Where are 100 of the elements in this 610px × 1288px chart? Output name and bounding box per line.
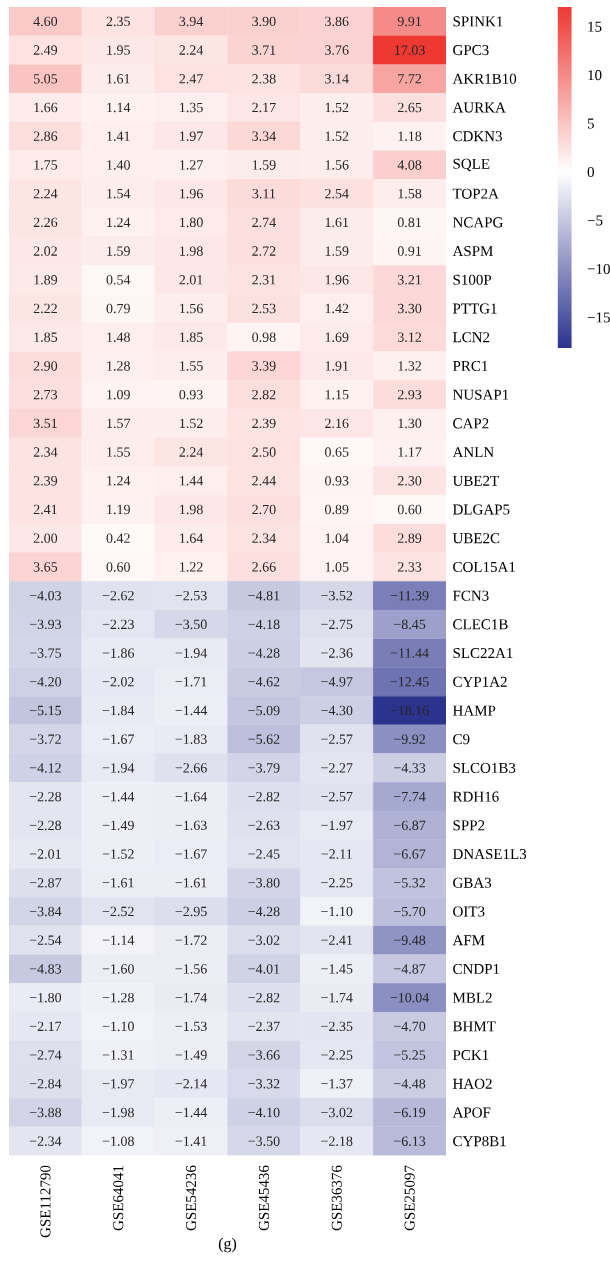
data-label: 1.17 <box>398 447 422 457</box>
x-tick-label: GSE25097 <box>404 1165 415 1231</box>
data-label: −2.74 <box>29 1050 62 1060</box>
data-label: −2.63 <box>248 820 280 831</box>
data-label: 1.80 <box>180 217 203 228</box>
data-label: −2.45 <box>248 849 280 859</box>
data-label: 4.60 <box>33 16 58 27</box>
data-label: 0.98 <box>252 332 276 342</box>
data-label: −2.87 <box>29 878 62 888</box>
data-label: 3.14 <box>325 74 349 84</box>
data-label: 1.42 <box>325 303 349 314</box>
data-label: −2.57 <box>321 791 353 802</box>
data-label: 1.24 <box>107 476 131 486</box>
data-label: −2.62 <box>102 590 134 601</box>
data-label: 3.65 <box>33 562 58 572</box>
y-tick-label: NCAPG <box>452 217 503 228</box>
data-label: 1.15 <box>325 389 349 400</box>
y-tick-label: FCN3 <box>452 590 489 601</box>
data-label: −1.14 <box>102 935 135 945</box>
data-label: 9.91 <box>397 16 421 27</box>
data-label: 0.81 <box>397 217 421 228</box>
data-label: 3.30 <box>398 303 422 314</box>
data-label: −2.25 <box>321 1050 353 1060</box>
data-label: −6.67 <box>394 849 426 859</box>
data-label: −3.80 <box>248 878 280 888</box>
data-label: −7.74 <box>394 791 426 802</box>
data-label: 2.44 <box>252 476 276 486</box>
y-tick-label: PRC1 <box>452 360 488 371</box>
data-label: −2.25 <box>321 878 353 888</box>
data-label: 1.48 <box>107 332 130 342</box>
y-tick-label: DLGAP5 <box>452 504 510 515</box>
y-tick-label: PCK1 <box>452 1050 489 1061</box>
data-label: −1.08 <box>102 1136 134 1146</box>
text: (g) <box>218 1237 237 1253</box>
y-tick-label: BHMT <box>452 1021 496 1032</box>
data-label: 1.22 <box>180 562 203 572</box>
data-label: −4.01 <box>248 964 280 974</box>
data-label: 2.33 <box>397 562 422 572</box>
data-label: 1.59 <box>325 246 349 256</box>
y-tick-label: CYP1A2 <box>453 676 507 687</box>
y-tick-label: TOP2A <box>452 188 499 199</box>
data-label: −1.52 <box>102 849 134 859</box>
data-label: −2.28 <box>29 820 62 831</box>
data-label: −5.70 <box>394 906 426 917</box>
data-label: −4.12 <box>29 763 61 773</box>
y-tick-label: UBE2C <box>452 533 500 544</box>
data-label: −1.67 <box>175 849 207 859</box>
data-label: 1.61 <box>325 217 349 228</box>
data-label: 3.51 <box>33 418 57 429</box>
data-label: 1.27 <box>180 160 203 170</box>
data-label: 2.53 <box>252 303 276 314</box>
data-label: −1.31 <box>102 1050 134 1060</box>
data-label: −8.45 <box>394 619 426 630</box>
data-label: 1.96 <box>325 275 349 285</box>
data-label: −1.37 <box>321 1079 353 1089</box>
y-tick-label: MBL2 <box>452 992 492 1003</box>
data-label: −1.97 <box>321 820 353 831</box>
data-label: 2.65 <box>397 102 422 113</box>
data-label: −1.83 <box>175 734 207 744</box>
data-label: −1.61 <box>175 878 207 888</box>
data-label: −2.75 <box>321 619 353 630</box>
y-tick-label: SPINK1 <box>453 16 503 27</box>
data-label: 2.49 <box>33 45 58 55</box>
data-label: 1.19 <box>107 504 130 515</box>
color-bar-label: −10 <box>587 263 610 274</box>
data-label: −1.41 <box>175 1136 207 1146</box>
data-label: −5.32 <box>394 878 425 888</box>
data-label: 1.96 <box>180 188 203 199</box>
data-label: 3.86 <box>325 16 349 27</box>
data-label: 1.98 <box>180 246 203 256</box>
data-label: −3.02 <box>321 1107 353 1118</box>
data-label: 1.32 <box>398 361 422 371</box>
data-label: 0.93 <box>325 476 349 486</box>
data-label: −2.37 <box>248 1021 280 1032</box>
data-label: 1.66 <box>34 102 58 113</box>
data-label: −1.44 <box>102 791 135 802</box>
data-label: 2.86 <box>33 131 58 141</box>
data-label: 0.79 <box>106 303 130 314</box>
data-label: −2.82 <box>248 992 280 1003</box>
data-label: −4.33 <box>394 763 426 773</box>
data-label: 2.34 <box>33 447 58 457</box>
data-label: −4.18 <box>248 619 280 630</box>
y-tick-label: HAO2 <box>452 1078 492 1089</box>
y-tick-label: OIT3 <box>453 906 485 917</box>
data-label: −2.52 <box>102 906 134 917</box>
data-label: 1.35 <box>180 102 203 113</box>
y-tick-label: C9 <box>453 734 470 745</box>
data-label: 3.90 <box>252 16 276 27</box>
y-tick-label: HAMP <box>452 705 496 716</box>
data-label: −5.15 <box>29 705 62 716</box>
data-label: 7.72 <box>398 74 422 84</box>
data-label: 1.69 <box>325 332 349 342</box>
data-label: 3.76 <box>325 45 349 55</box>
data-label: 1.54 <box>107 188 131 199</box>
y-tick-label: AFM <box>452 935 485 946</box>
data-label: 1.04 <box>325 533 349 543</box>
data-label: −4.81 <box>248 590 280 601</box>
data-label: 2.70 <box>252 504 276 515</box>
data-label: 0.93 <box>179 389 203 400</box>
color-bar-label: 15 <box>588 21 602 32</box>
